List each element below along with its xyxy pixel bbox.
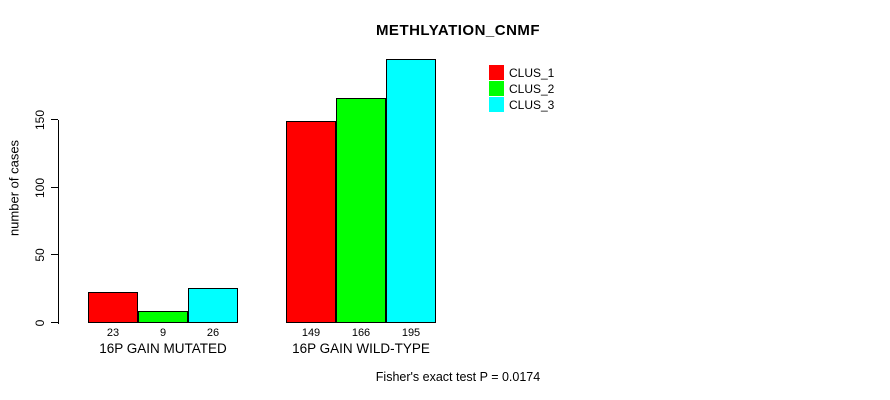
legend-item: CLUS_1 (489, 65, 554, 80)
y-axis-label: number of cases (6, 139, 22, 237)
legend: CLUS_1 CLUS_2 CLUS_3 (489, 65, 554, 113)
bar-value-label: 9 (159, 327, 167, 339)
legend-swatch (489, 65, 504, 80)
bar-clus_1-group1 (88, 292, 138, 323)
chart-title: METHLYATION_CNMF (375, 22, 541, 39)
legend-item: CLUS_2 (489, 81, 554, 96)
y-axis-tick-label: 150 (33, 109, 47, 131)
y-axis-tick (51, 119, 58, 120)
bar-clus_3-group1 (188, 288, 238, 323)
bar-value-label: 149 (301, 327, 321, 339)
y-axis-tick (51, 187, 58, 188)
y-axis-tick (51, 322, 58, 323)
legend-swatch (489, 97, 504, 112)
bar-clus_3-group2 (386, 59, 436, 323)
fisher-test-annotation: Fisher's exact test P = 0.0174 (375, 370, 541, 384)
bar-value-label: 23 (106, 327, 120, 339)
category-label: 16P GAIN MUTATED (99, 341, 227, 356)
legend-item: CLUS_3 (489, 97, 554, 112)
y-axis-tick-label: 100 (33, 177, 47, 198)
legend-swatch (489, 81, 504, 96)
legend-label: CLUS_3 (509, 97, 555, 112)
bar-clus_2-group2 (336, 98, 386, 323)
legend-label: CLUS_1 (509, 65, 555, 80)
bar-value-label: 166 (351, 327, 371, 339)
y-axis-tick-label: 0 (33, 319, 47, 327)
y-axis-tick-label: 50 (33, 248, 47, 263)
y-axis-tick (51, 254, 58, 255)
bar-clus_2-group1 (138, 311, 188, 323)
y-axis-line (58, 120, 59, 324)
category-label: 16P GAIN WILD-TYPE (292, 341, 430, 356)
bar-clus_1-group2 (286, 121, 336, 323)
bar-value-label: 26 (206, 327, 220, 339)
bar-value-label: 195 (401, 327, 421, 339)
legend-label: CLUS_2 (509, 81, 555, 96)
